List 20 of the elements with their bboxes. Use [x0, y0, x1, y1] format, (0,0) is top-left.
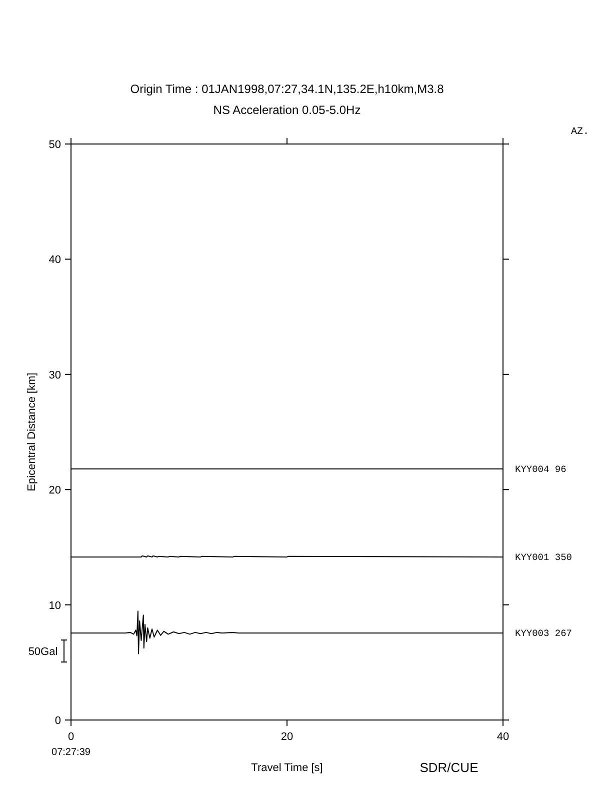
text: SDR/CUE: [420, 760, 479, 775]
y-tick-label: 10: [48, 600, 61, 612]
x-tick-label: 0: [68, 731, 74, 743]
series-label: KYY003 267: [515, 628, 572, 640]
y-tick-label: 40: [48, 254, 61, 266]
y-axis-title: Epicentral Distance [km]: [26, 372, 38, 492]
y-tick-label: 0: [54, 715, 61, 727]
text: AZ.: [570, 127, 590, 138]
y-tick-label: 30: [48, 369, 61, 382]
y-tick-label: 20: [48, 484, 61, 497]
series-label: KYY001 350: [515, 552, 572, 563]
x-tick-label: 40: [496, 731, 510, 743]
chart-title: Origin Time : 01JAN1998,07:27,34.1N,135.2E,h10km,M3.8: [130, 82, 444, 96]
chart-subtitle: NS Acceleration 0.05-5.0Hz: [213, 103, 361, 117]
y-tick-label: 50: [48, 139, 61, 151]
series-label: KYY004 96: [515, 464, 567, 475]
x-axis-title: Travel Time [s]: [251, 762, 323, 774]
x-tick-label: 20: [280, 731, 294, 743]
text: 50Gal: [28, 646, 58, 658]
text: 07:27:39: [52, 747, 91, 758]
